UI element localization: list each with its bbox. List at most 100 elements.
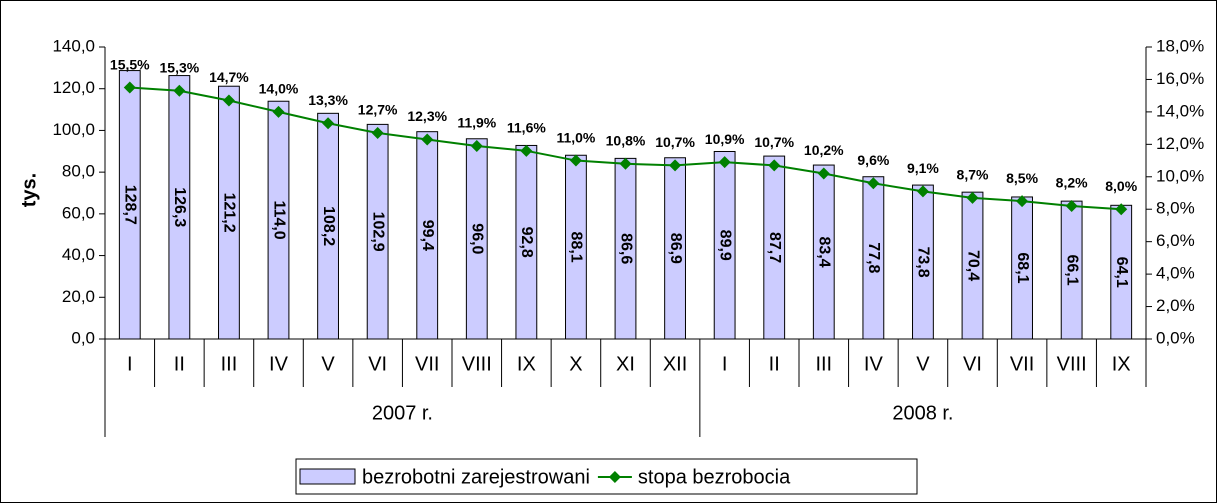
bar-value-label: 86,6 [617, 233, 634, 264]
bar [763, 155, 786, 340]
line-value-label: 14,0% [259, 81, 299, 97]
line-value-label: 11,6% [507, 120, 546, 136]
y2-tick-label: 14,0% [1156, 101, 1204, 120]
x-tick-label: I [127, 353, 133, 375]
group-label: 2008 r. [892, 402, 953, 424]
x-tick-label: II [769, 353, 780, 375]
y-tick-label: 80,0 [62, 162, 95, 181]
x-tick-label: IV [269, 353, 289, 375]
line-value-label: 10,7% [655, 134, 695, 150]
y2-tick-label: 8,0% [1156, 199, 1195, 218]
line-value-label: 10,2% [804, 142, 844, 158]
x-tick-label: IX [1112, 353, 1131, 375]
line-marker [619, 157, 632, 170]
line-marker [718, 156, 731, 169]
bar [118, 70, 141, 340]
line-value-label: 9,1% [907, 160, 939, 176]
bar [812, 164, 835, 340]
line-marker [916, 185, 929, 198]
line-value-label: 8,2% [1056, 175, 1088, 191]
bar-value-label: 73,8 [915, 246, 932, 277]
line-marker [520, 144, 533, 157]
line-value-label: 12,7% [358, 102, 398, 118]
y-tick-label: 100,0 [52, 120, 95, 139]
x-tick-label: XII [663, 353, 687, 375]
line-value-label: 13,3% [308, 92, 348, 108]
x-tick-label: V [916, 353, 930, 375]
y2-tick-label: 4,0% [1156, 264, 1195, 283]
line-value-label: 10,8% [606, 133, 646, 149]
legend-swatch [299, 468, 356, 485]
line-value-label: 15,5% [110, 56, 150, 72]
bar-value-label: 99,4 [419, 220, 436, 251]
y2-tick-label: 10,0% [1156, 166, 1204, 185]
bar [366, 123, 389, 340]
y-tick-label: 20,0 [62, 287, 95, 306]
x-tick-label: VI [368, 353, 387, 375]
line-value-label: 9,6% [857, 152, 889, 168]
y2-tick-label: 12,0% [1156, 134, 1204, 153]
line-marker [1016, 195, 1029, 208]
x-tick-label: II [174, 353, 185, 375]
line-marker [421, 133, 434, 146]
line-marker [817, 167, 830, 180]
y-axis-label: tys. [18, 173, 40, 207]
line-marker [768, 159, 781, 172]
bar-value-label: 70,4 [964, 250, 981, 281]
y-tick-label: 0,0 [71, 328, 95, 347]
line-marker [569, 154, 582, 167]
line-marker [371, 126, 384, 139]
line-marker [272, 105, 285, 118]
x-tick-label: VIII [1057, 353, 1087, 375]
x-tick-label: VI [963, 353, 982, 375]
y-tick-label: 60,0 [62, 203, 95, 222]
bar [267, 100, 290, 340]
line-value-label: 14,7% [209, 69, 249, 85]
x-tick-label: VII [1010, 353, 1034, 375]
bar-value-label: 102,9 [369, 212, 386, 252]
bar [168, 75, 191, 340]
bar-value-label: 86,9 [667, 233, 684, 264]
x-tick-label: V [321, 353, 335, 375]
line-value-label: 12,3% [407, 108, 447, 124]
line-marker [867, 177, 880, 190]
bar [465, 138, 488, 340]
line-marker [966, 191, 979, 204]
bar-value-label: 83,4 [816, 236, 833, 267]
bar-value-label: 108,2 [320, 206, 337, 246]
line-marker [222, 94, 235, 107]
line-marker [1065, 199, 1078, 212]
line-marker [1115, 203, 1128, 216]
bar-value-label: 68,1 [1014, 252, 1031, 283]
bar-value-label: 66,1 [1063, 254, 1080, 285]
line-value-label: 8,0% [1105, 178, 1137, 194]
bar-value-label: 114,0 [270, 201, 287, 240]
line-value-label: 10,7% [754, 134, 794, 150]
legend-label: bezrobotni zarejestrowani [362, 466, 590, 488]
x-tick-label: IV [864, 353, 884, 375]
line-value-label: 8,5% [1006, 170, 1038, 186]
x-tick-label: I [722, 353, 728, 375]
line-value-label: 10,9% [705, 131, 745, 147]
y2-tick-label: 2,0% [1156, 296, 1195, 315]
line-value-label: 8,7% [957, 167, 989, 183]
bar [218, 85, 240, 340]
bar-value-label: 92,8 [518, 227, 535, 258]
y2-tick-label: 16,0% [1156, 69, 1204, 88]
bar-value-label: 88,1 [568, 232, 585, 263]
bar [416, 131, 439, 340]
x-tick-label: III [221, 353, 238, 375]
group-label: 2007 r. [372, 402, 433, 424]
x-tick-label: VII [415, 353, 439, 375]
line-marker [669, 159, 682, 172]
bar-value-label: 87,7 [766, 232, 783, 263]
x-tick-label: IX [517, 353, 536, 375]
bar-value-label: 126,3 [171, 187, 188, 227]
x-tick-label: VIII [462, 353, 492, 375]
bar-value-label: 89,9 [716, 230, 733, 261]
bar [664, 157, 686, 340]
bar-value-label: 96,0 [469, 223, 486, 254]
x-tick-label: X [569, 353, 582, 375]
line-marker [123, 81, 136, 94]
